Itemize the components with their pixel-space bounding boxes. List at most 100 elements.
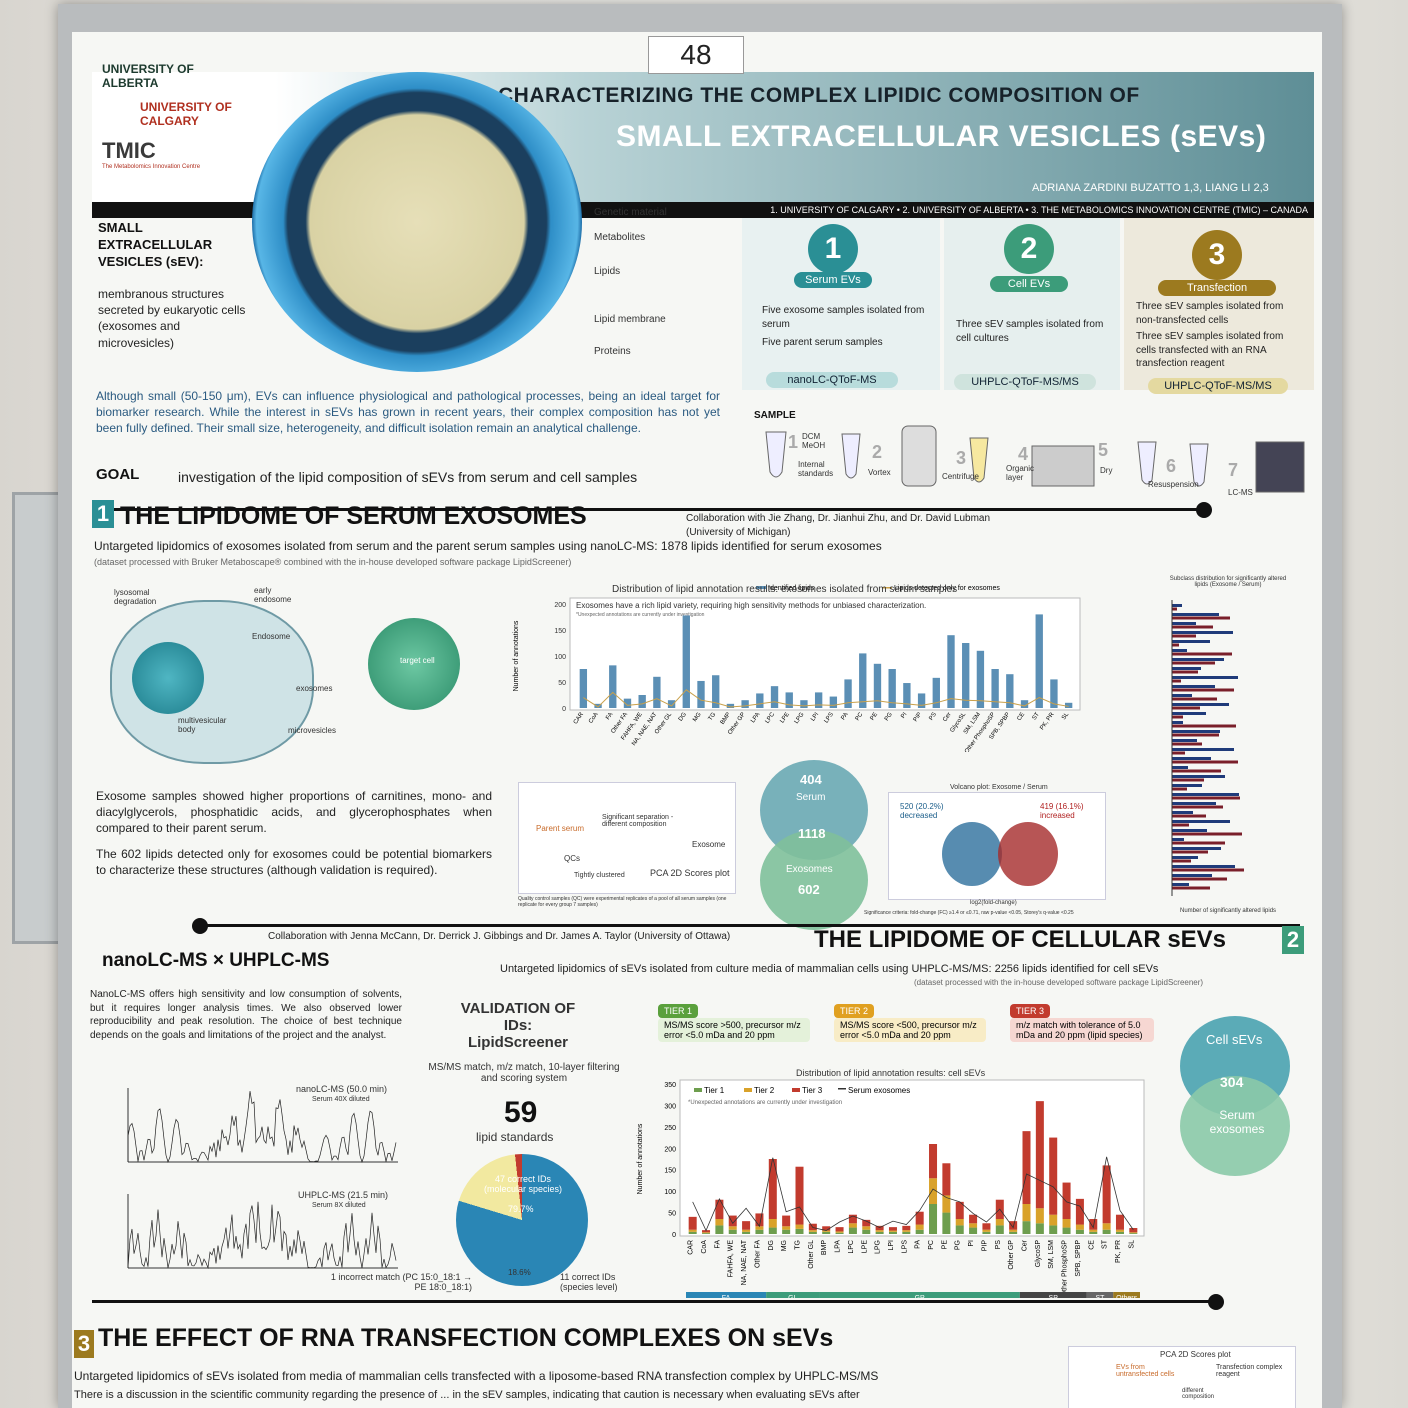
section3-rule-dot xyxy=(1208,1294,1224,1310)
subclass-bar-increased xyxy=(1172,613,1219,616)
tier2-badge: TIER 2 xyxy=(834,1004,875,1018)
logo-tmic-sub: The Metabolomics Innovation Centre xyxy=(102,164,201,170)
chart2-ytick: 250 xyxy=(664,1125,676,1132)
study1-item2: Five parent serum samples xyxy=(762,337,883,348)
chart2-group-label: GP xyxy=(915,1295,925,1298)
poster: 48 UNIVERSITY OF ALBERTA UNIVERSITY OF C… xyxy=(72,32,1322,1408)
chart2-xtick: BMP xyxy=(821,1240,828,1256)
chromatogram-uhplc xyxy=(127,1194,398,1270)
study-number-2: 2 xyxy=(1004,224,1054,274)
chart2-bar-seg xyxy=(728,1215,737,1227)
chart2-bar-seg xyxy=(768,1159,777,1219)
chart2-bar-seg xyxy=(1062,1182,1071,1219)
chart2-bar-seg xyxy=(1009,1231,1018,1234)
chart2-bar-seg xyxy=(1022,1131,1031,1204)
study3-item2: Three sEV samples isolated from cells tr… xyxy=(1136,331,1284,369)
section1-desc: Untargeted lipidomics of exosomes isolat… xyxy=(94,539,882,553)
title-line2: SMALL EXTRACELLULAR VESICLES (sEVs) xyxy=(616,120,1267,153)
chart2-ytick: 100 xyxy=(664,1189,676,1196)
logo-alberta: UNIVERSITY OF ALBERTA xyxy=(102,62,194,90)
volcano-title: Volcano plot: Exosome / Serum xyxy=(950,784,1048,791)
chart2-group-bar xyxy=(766,1292,820,1298)
chart1-bar xyxy=(785,692,793,708)
chart1-xtick: PA xyxy=(840,712,849,722)
chart1-ytick: 200 xyxy=(554,602,566,609)
chart1-bar xyxy=(903,683,911,708)
chart1-bar xyxy=(888,669,896,708)
chart2-xtick: NA, NAE, NAT xyxy=(741,1239,748,1285)
label-metabolites: Metabolites xyxy=(594,232,646,243)
chart2-legend-swatch xyxy=(694,1088,702,1092)
chart1-xtick: PI xyxy=(900,711,908,719)
chart2-bar-seg xyxy=(969,1214,978,1224)
chart1-bar xyxy=(1064,702,1073,708)
chart1-legend-swatch-2 xyxy=(882,587,892,589)
chart2-bar-seg xyxy=(995,1225,1004,1234)
chart1-bar xyxy=(814,692,823,708)
chart2-bar-seg xyxy=(1102,1229,1111,1234)
section1-desc2: (dataset processed with Bruker Metabosca… xyxy=(94,557,572,567)
study3-item1: Three sEV samples isolated from non-tran… xyxy=(1136,301,1284,326)
chart2-xtick: PC xyxy=(928,1240,935,1250)
chart2-bar-seg xyxy=(1022,1204,1031,1222)
chart2-group-label: FA xyxy=(722,1295,731,1298)
workflow-label-organic: Organic layer xyxy=(1006,464,1035,482)
validation-sub: MS/MS match, m/z match, 10-layer filteri… xyxy=(428,1062,620,1084)
chart1-bar xyxy=(991,669,999,708)
chart1-bar xyxy=(1020,700,1029,708)
study-method-1: nanoLC-QToF-MS xyxy=(766,372,898,388)
study1-item1: Five exosome samples isolated from serum xyxy=(762,305,925,330)
subclass-bar-decreased xyxy=(1172,751,1185,755)
chart2-bar-seg xyxy=(875,1231,884,1234)
tier1-badge: TIER 1 xyxy=(658,1004,699,1018)
chart1-xtick: MG xyxy=(692,711,703,723)
workflow-step-6: 6 xyxy=(1166,456,1177,476)
chart2-bar-seg xyxy=(1035,1208,1044,1224)
chart2-xtick: PK, PR xyxy=(1115,1240,1122,1263)
pca-plot-1 xyxy=(518,782,736,894)
pca1-sep: Significant separation - different compo… xyxy=(602,814,674,828)
pca1-parent: Parent serum xyxy=(536,824,585,833)
chart1-legend-2: Lipids detected only for exosomes xyxy=(894,585,1000,592)
section2-desc2: (dataset processed with the in-house dev… xyxy=(914,978,1204,987)
chart2-bar-seg xyxy=(1049,1137,1058,1215)
chart2-bar-seg xyxy=(808,1230,817,1232)
workflow-label-vortex: Vortex xyxy=(868,468,891,477)
chart2-group-bar xyxy=(1019,1292,1087,1298)
tier2-text: MS/MS score <500, precursor m/z error <5… xyxy=(834,1018,986,1042)
trace2-label: UHPLC-MS (21.5 min) xyxy=(298,1190,389,1200)
subclass-bar-decreased xyxy=(1172,760,1238,764)
logo-calgary: UNIVERSITY OF CALGARY xyxy=(140,100,232,128)
trace1-label: nanoLC-MS (50.0 min) xyxy=(296,1084,388,1094)
chart2-ytick: 300 xyxy=(664,1103,676,1110)
diagram-label-exosomes: exosomes xyxy=(296,684,333,693)
chart1-bar xyxy=(976,650,985,708)
subclass-bar-decreased xyxy=(1172,643,1179,647)
chart1-bar xyxy=(579,669,588,708)
study-name-1: Serum EVs xyxy=(794,272,872,288)
chart2-bar-seg xyxy=(1075,1224,1084,1230)
chart2-bar-seg xyxy=(835,1231,844,1233)
chart2-bar-seg xyxy=(728,1226,737,1230)
chart2-bar-seg xyxy=(982,1223,991,1230)
subclass-bar-decreased xyxy=(1172,652,1232,656)
chart2-xtick: GlycoSP xyxy=(1035,1240,1042,1268)
pca3-title: PCA 2D Scores plot xyxy=(1160,1350,1231,1359)
chart2-bar-seg xyxy=(1049,1225,1058,1234)
chart2-group-bar xyxy=(819,1292,1020,1298)
diagram-label-microvesicles: microvesicles xyxy=(288,726,337,735)
chromatogram-nanolc xyxy=(127,1088,398,1164)
subclass-bar-increased xyxy=(1172,694,1192,697)
volcano-decreased: 520 (20.2%) decreased xyxy=(900,802,944,820)
poster-number: 48 xyxy=(648,36,744,74)
chart2-bar-seg xyxy=(1035,1223,1044,1234)
workflow-diagram xyxy=(765,425,1305,493)
workflow-step-5: 5 xyxy=(1098,440,1109,460)
chart2-bar-seg xyxy=(1022,1221,1031,1234)
chart2-bar-seg xyxy=(755,1229,764,1234)
subclass-bar-increased xyxy=(1172,865,1235,868)
chart2-xtick: LPI xyxy=(888,1240,895,1251)
chart2-bar-seg xyxy=(848,1214,857,1224)
chart2-xtick: Other PhosphoSP xyxy=(1062,1240,1069,1297)
validation-correct: 47 correct IDs (molecular species) xyxy=(483,1174,563,1194)
